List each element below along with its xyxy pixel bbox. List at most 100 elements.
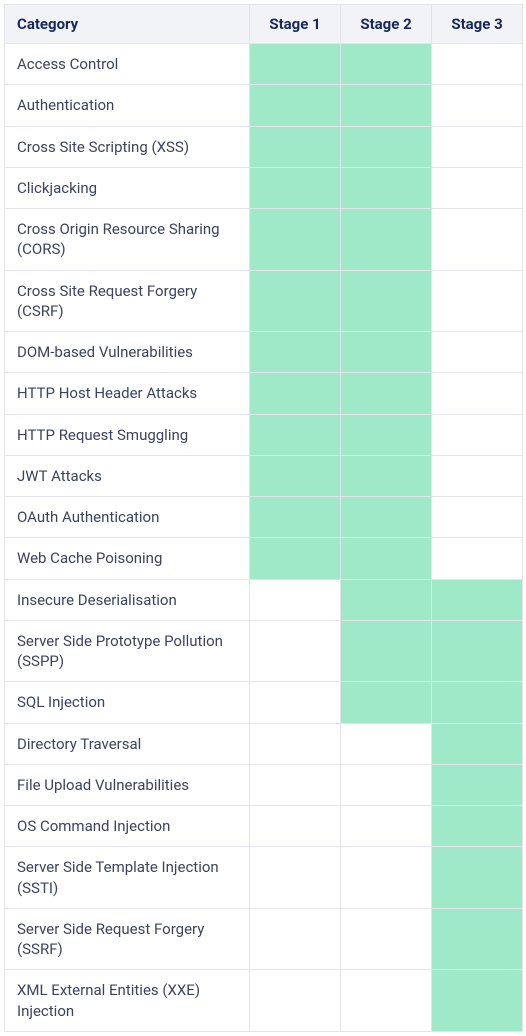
category-cell: Server Side Request Forgery (SSRF)	[5, 908, 250, 970]
table-row: Authentication	[5, 85, 523, 126]
stage-cell-3	[432, 764, 523, 805]
stage-cell-2	[341, 847, 432, 909]
category-cell: Server Side Prototype Pollution (SSPP)	[5, 620, 250, 682]
stage-cell-2	[341, 126, 432, 167]
table-row: Server Side Request Forgery (SSRF)	[5, 908, 523, 970]
table-row: Server Side Template Injection (SSTI)	[5, 847, 523, 909]
table-row: Insecure Deserialisation	[5, 579, 523, 620]
stage-cell-2	[341, 209, 432, 271]
table-row: Web Cache Poisoning	[5, 538, 523, 579]
stage-cell-1	[250, 538, 341, 579]
stage-cell-1	[250, 209, 341, 271]
stage-cell-2	[341, 270, 432, 332]
stage-cell-1	[250, 126, 341, 167]
stage-cell-3	[432, 723, 523, 764]
category-cell: HTTP Host Header Attacks	[5, 373, 250, 414]
stage-cell-3	[432, 44, 523, 85]
category-cell: Cross Origin Resource Sharing (CORS)	[5, 209, 250, 271]
table-header-row: Category Stage 1 Stage 2 Stage 3	[5, 5, 523, 44]
stage-cell-3	[432, 908, 523, 970]
category-cell: Clickjacking	[5, 167, 250, 208]
table-row: Directory Traversal	[5, 723, 523, 764]
stage-cell-3	[432, 209, 523, 271]
stage-cell-2	[341, 970, 432, 1032]
category-cell: JWT Attacks	[5, 455, 250, 496]
stage-cell-1	[250, 270, 341, 332]
category-cell: Authentication	[5, 85, 250, 126]
table-row: DOM-based Vulnerabilities	[5, 332, 523, 373]
stage-cell-2	[341, 908, 432, 970]
stage-cell-3	[432, 579, 523, 620]
table-row: HTTP Host Header Attacks	[5, 373, 523, 414]
category-cell: Access Control	[5, 44, 250, 85]
stage-cell-3	[432, 332, 523, 373]
table-row: JWT Attacks	[5, 455, 523, 496]
stage-cell-3	[432, 538, 523, 579]
header-category: Category	[5, 5, 250, 44]
category-cell: Cross Site Scripting (XSS)	[5, 126, 250, 167]
stage-cell-2	[341, 85, 432, 126]
stage-cell-1	[250, 579, 341, 620]
stage-cell-3	[432, 682, 523, 723]
stage-cell-1	[250, 620, 341, 682]
stage-cell-2	[341, 682, 432, 723]
category-cell: Insecure Deserialisation	[5, 579, 250, 620]
stage-cell-3	[432, 126, 523, 167]
stage-cell-1	[250, 455, 341, 496]
stage-cell-3	[432, 455, 523, 496]
table-row: Server Side Prototype Pollution (SSPP)	[5, 620, 523, 682]
table-row: Cross Origin Resource Sharing (CORS)	[5, 209, 523, 271]
table-row: Access Control	[5, 44, 523, 85]
stage-cell-2	[341, 579, 432, 620]
header-stage-2: Stage 2	[341, 5, 432, 44]
stage-cell-1	[250, 764, 341, 805]
stage-cell-1	[250, 908, 341, 970]
vulnerability-stage-table: Category Stage 1 Stage 2 Stage 3 Access …	[4, 4, 523, 1032]
header-stage-1: Stage 1	[250, 5, 341, 44]
stage-cell-1	[250, 44, 341, 85]
category-cell: Server Side Template Injection (SSTI)	[5, 847, 250, 909]
stage-cell-2	[341, 723, 432, 764]
stage-cell-2	[341, 764, 432, 805]
stage-cell-3	[432, 970, 523, 1032]
category-cell: Cross Site Request Forgery (CSRF)	[5, 270, 250, 332]
stage-cell-3	[432, 85, 523, 126]
stage-cell-1	[250, 723, 341, 764]
table-row: OS Command Injection	[5, 806, 523, 847]
category-cell: HTTP Request Smuggling	[5, 414, 250, 455]
stage-cell-3	[432, 270, 523, 332]
stage-cell-3	[432, 806, 523, 847]
stage-cell-1	[250, 806, 341, 847]
stage-cell-1	[250, 970, 341, 1032]
header-stage-3: Stage 3	[432, 5, 523, 44]
stage-cell-1	[250, 682, 341, 723]
stage-cell-1	[250, 414, 341, 455]
table-row: Clickjacking	[5, 167, 523, 208]
stage-cell-2	[341, 620, 432, 682]
stage-cell-1	[250, 167, 341, 208]
category-cell: XML External Entities (XXE) Injection	[5, 970, 250, 1032]
stage-cell-2	[341, 373, 432, 414]
stage-cell-1	[250, 85, 341, 126]
table-row: XML External Entities (XXE) Injection	[5, 970, 523, 1032]
stage-cell-2	[341, 332, 432, 373]
stage-cell-3	[432, 620, 523, 682]
stage-cell-3	[432, 414, 523, 455]
table-row: HTTP Request Smuggling	[5, 414, 523, 455]
table-row: SQL Injection	[5, 682, 523, 723]
table-row: Cross Site Request Forgery (CSRF)	[5, 270, 523, 332]
stage-cell-2	[341, 44, 432, 85]
stage-cell-3	[432, 373, 523, 414]
category-cell: SQL Injection	[5, 682, 250, 723]
stage-cell-3	[432, 167, 523, 208]
stage-cell-1	[250, 332, 341, 373]
stage-cell-2	[341, 538, 432, 579]
category-cell: OS Command Injection	[5, 806, 250, 847]
stage-cell-2	[341, 806, 432, 847]
stage-cell-2	[341, 167, 432, 208]
stage-cell-2	[341, 455, 432, 496]
table-row: File Upload Vulnerabilities	[5, 764, 523, 805]
stage-cell-2	[341, 497, 432, 538]
stage-cell-1	[250, 373, 341, 414]
category-cell: Directory Traversal	[5, 723, 250, 764]
